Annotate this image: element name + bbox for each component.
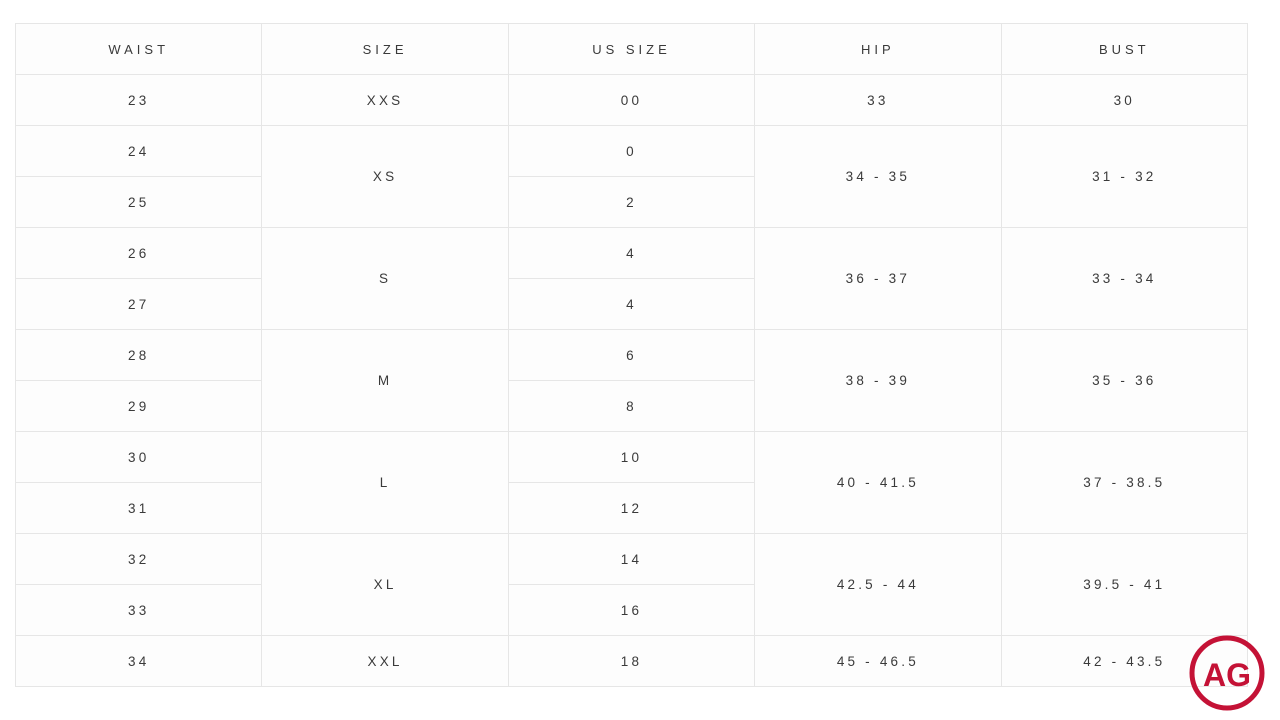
table-header-row: WAIST SIZE US SIZE HIP BUST <box>14 23 1249 75</box>
cell-us-size: 6 <box>507 329 756 381</box>
cell-bust: 33 - 34 <box>1000 227 1249 330</box>
cell-us-size: 4 <box>507 278 756 330</box>
column-header-size: SIZE <box>261 23 509 75</box>
cell-size: XXL <box>261 635 509 687</box>
size-chart-container: WAIST SIZE US SIZE HIP BUST 23 XXS 00 33 30 2… <box>14 23 1249 687</box>
cell-waist: 27 <box>14 278 263 330</box>
cell-us-size: 4 <box>507 227 756 279</box>
table-row: 25 2 <box>14 176 1248 228</box>
cell-size: L <box>261 431 509 534</box>
cell-size: XXS <box>261 74 509 126</box>
cell-us-size: 16 <box>507 584 756 636</box>
cell-us-size: 8 <box>507 380 756 432</box>
cell-bust: 42 - 43.5 <box>1000 635 1249 687</box>
table-body: 23 XXS 00 33 30 24 XS 0 34 - 35 31 - 32 25 2 26 S 4 36 … <box>14 74 1249 687</box>
size-chart-table: WAIST SIZE US SIZE HIP BUST 23 XXS 00 33 30 2… <box>14 23 1249 687</box>
table-row: 32 XL 14 42.5 - 44 39.5 - 41 <box>14 533 1249 636</box>
column-header-bust: BUST <box>1000 23 1249 75</box>
table-row: 30 L 10 40 - 41.5 37 - 38.5 <box>14 431 1249 534</box>
cell-waist: 33 <box>14 584 263 636</box>
cell-bust: 37 - 38.5 <box>1000 431 1249 534</box>
column-header-hip: HIP <box>754 23 1002 75</box>
cell-bust: 35 - 36 <box>1000 329 1249 432</box>
table-row: 23 XXS 00 33 30 <box>14 74 1249 126</box>
cell-waist: 31 <box>14 482 263 534</box>
cell-size: XS <box>261 125 509 228</box>
cell-waist: 23 <box>14 74 263 126</box>
cell-bust: 31 - 32 <box>1000 125 1249 228</box>
table-row: 24 XS 0 34 - 35 31 - 32 <box>14 125 1249 228</box>
table-row: 28 M 6 38 - 39 35 - 36 <box>14 329 1249 432</box>
table-row: 29 8 <box>14 380 1248 432</box>
cell-hip: 40 - 41.5 <box>754 431 1002 534</box>
cell-hip: 38 - 39 <box>754 329 1002 432</box>
cell-us-size: 14 <box>507 533 756 585</box>
cell-us-size: 12 <box>507 482 756 534</box>
cell-us-size: 00 <box>507 74 756 126</box>
cell-waist: 26 <box>14 227 263 279</box>
column-header-waist: WAIST <box>14 23 263 75</box>
table-header: WAIST SIZE US SIZE HIP BUST <box>14 23 1249 75</box>
table-row: 31 12 <box>14 482 1248 534</box>
cell-bust: 30 <box>1000 74 1249 126</box>
cell-waist: 28 <box>14 329 263 381</box>
cell-waist: 29 <box>14 380 263 432</box>
cell-size: XL <box>261 533 509 636</box>
cell-size: S <box>261 227 509 330</box>
cell-waist: 34 <box>14 635 263 687</box>
cell-us-size: 18 <box>507 635 756 687</box>
cell-waist: 32 <box>14 533 263 585</box>
table-row: 34 XXL 18 45 - 46.5 42 - 43.5 <box>14 635 1249 687</box>
cell-waist: 24 <box>14 125 263 177</box>
column-header-us-size: US SIZE <box>507 23 756 75</box>
cell-bust: 39.5 - 41 <box>1000 533 1249 636</box>
cell-hip: 34 - 35 <box>754 125 1002 228</box>
cell-hip: 45 - 46.5 <box>754 635 1002 687</box>
cell-hip: 33 <box>754 74 1002 126</box>
cell-waist: 30 <box>14 431 263 483</box>
cell-hip: 42.5 - 44 <box>754 533 1002 636</box>
table-row: 26 S 4 36 - 37 33 - 34 <box>14 227 1249 330</box>
cell-us-size: 10 <box>507 431 756 483</box>
cell-size: M <box>261 329 509 432</box>
cell-waist: 25 <box>14 176 263 228</box>
cell-us-size: 0 <box>507 125 756 177</box>
cell-hip: 36 - 37 <box>754 227 1002 330</box>
cell-us-size: 2 <box>507 176 756 228</box>
table-row: 27 4 <box>14 278 1248 330</box>
table-row: 33 16 <box>14 584 1248 636</box>
